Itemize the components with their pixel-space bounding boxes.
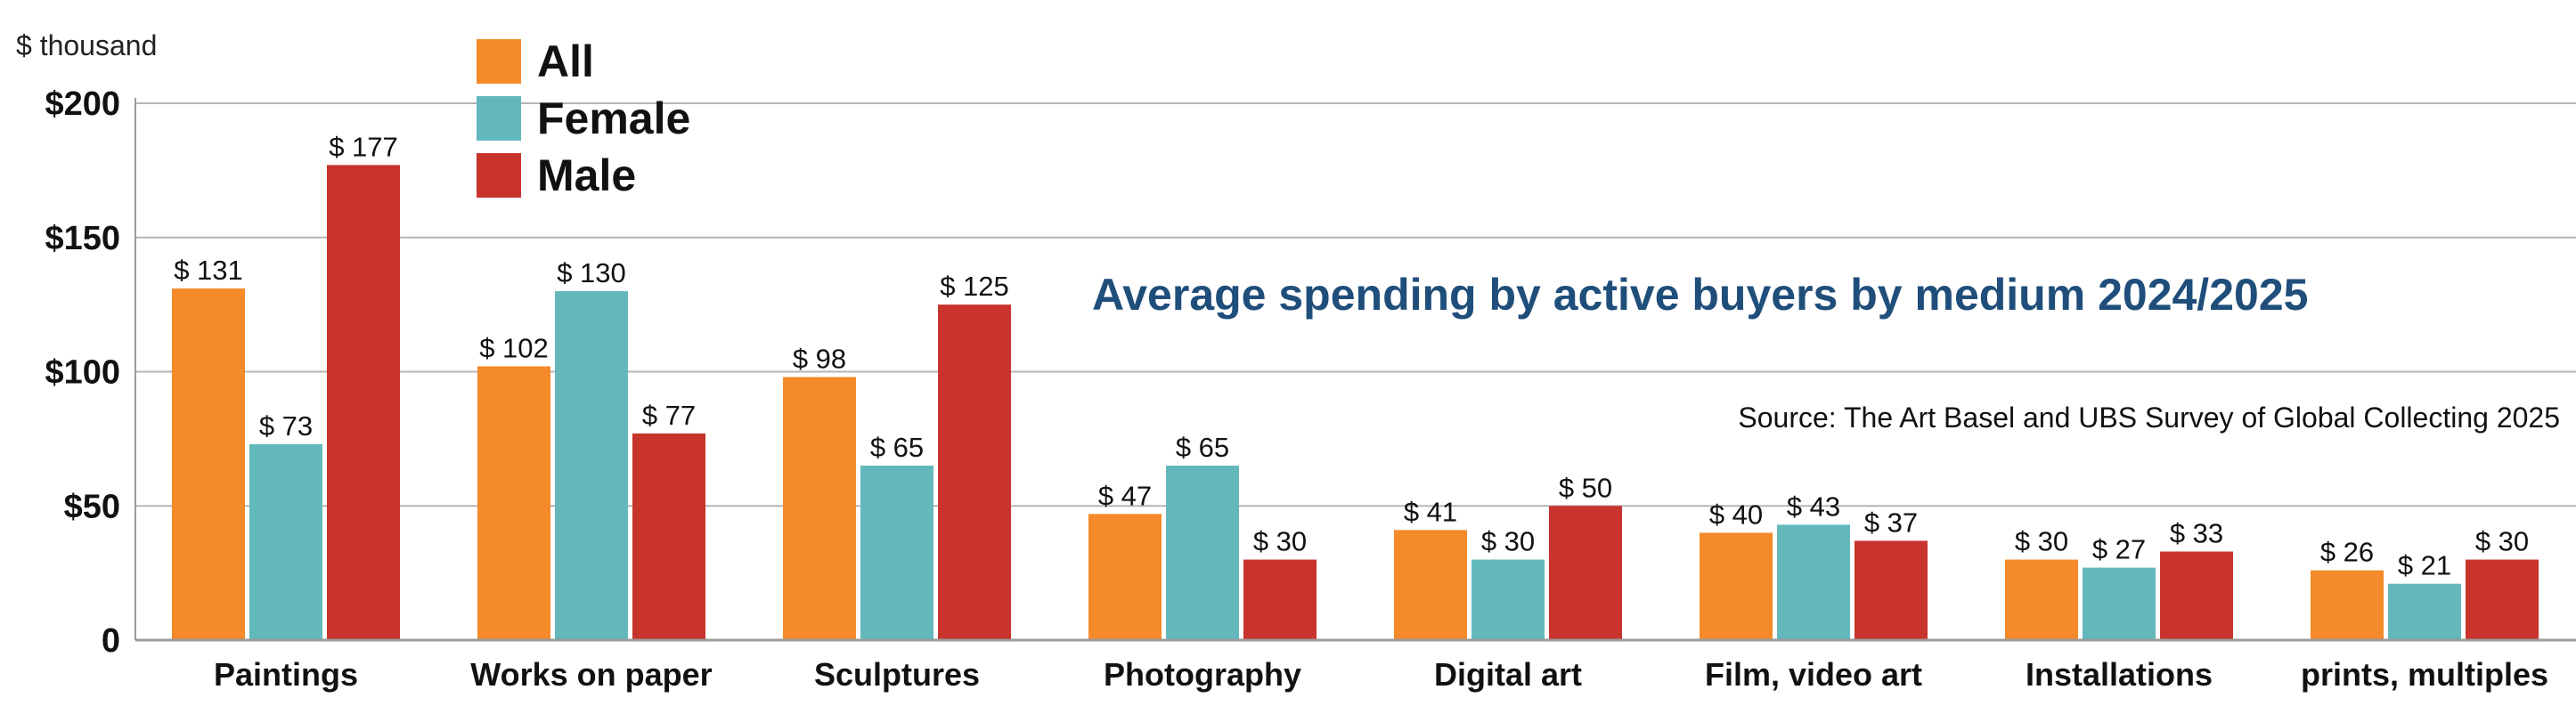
x-tick-label: Paintings (214, 656, 358, 693)
data-label: $ 30 (1481, 526, 1535, 557)
chart-source-note: Source: The Art Basel and UBS Survey of … (1738, 402, 2560, 434)
bar-all (783, 377, 856, 640)
legend: All Female Male (477, 37, 690, 200)
data-label: $ 47 (1098, 480, 1152, 511)
data-label: $ 98 (793, 344, 846, 375)
legend-label-male: Male (537, 150, 636, 200)
y-tick-label: $50 (64, 488, 120, 525)
data-label: $ 177 (329, 131, 398, 162)
legend-label-female: Female (537, 93, 690, 143)
data-label: $ 43 (1787, 491, 1840, 522)
legend-label-all: All (537, 37, 594, 86)
bar-female (860, 466, 933, 640)
data-label: $ 65 (1176, 432, 1229, 463)
data-label: $ 41 (1404, 496, 1457, 527)
y-tick-label: $100 (45, 354, 120, 392)
data-label: $ 30 (2015, 526, 2068, 557)
legend-swatch-female (477, 96, 521, 141)
data-label: $ 30 (2475, 526, 2529, 557)
x-tick-label: Installations (2026, 656, 2213, 693)
bar-male (1855, 540, 1928, 640)
bar-all (2311, 570, 2384, 640)
x-tick-label: Works on paper (470, 656, 712, 693)
data-label: $ 26 (2320, 537, 2374, 568)
x-tick-label: prints, multiples (2301, 656, 2548, 693)
y-tick-label: $200 (45, 85, 120, 123)
data-label: $ 131 (174, 255, 243, 286)
data-label: $ 37 (1864, 507, 1918, 538)
x-tick-label: Digital art (1434, 656, 1582, 693)
x-tick-label: Sculptures (814, 656, 980, 693)
bar-all (1700, 532, 1773, 640)
bar-male (632, 433, 705, 640)
bar-all (1088, 514, 1162, 640)
bar-all (477, 366, 550, 640)
data-label: $ 125 (940, 271, 1009, 302)
data-label: $ 130 (557, 257, 626, 288)
bar-female (249, 443, 322, 640)
bar-male (1549, 506, 1622, 640)
bar-female (555, 291, 628, 640)
y-tick-label: 0 (102, 622, 120, 660)
data-label: $ 21 (2398, 550, 2451, 581)
bar-male (2160, 551, 2233, 640)
data-label: $ 33 (2170, 518, 2223, 549)
legend-swatch-male (477, 153, 521, 198)
bar-all (2005, 559, 2078, 640)
bars-layer (172, 165, 2539, 641)
bar-male (1243, 559, 1317, 640)
data-label: $ 30 (1253, 526, 1307, 557)
bar-female (2388, 583, 2461, 640)
data-label: $ 102 (479, 332, 549, 363)
data-label: $ 73 (259, 410, 313, 442)
data-label: $ 77 (642, 400, 696, 431)
data-label: $ 65 (870, 432, 924, 463)
bar-female (1471, 559, 1545, 640)
bar-female (1166, 466, 1239, 640)
data-labels-layer: 0 $50 $100 $150 $200 $ 131 $ 73 $ 177 Paintings $… (45, 85, 2548, 693)
bar-male (327, 165, 400, 641)
y-axis-unit-label: $ thousand (16, 29, 157, 61)
bar-male (938, 304, 1011, 640)
bar-all (1394, 530, 1467, 640)
x-tick-label: Photography (1104, 656, 1301, 693)
axis-layer (135, 98, 2576, 642)
bar-female (1777, 524, 1850, 640)
x-tick-label: Film, video art (1705, 656, 1922, 693)
chart-title: Average spending by active buyers by med… (1092, 270, 2308, 320)
data-label: $ 27 (2092, 534, 2146, 565)
data-label: $ 40 (1709, 499, 1763, 530)
bar-female (2083, 567, 2156, 640)
y-tick-label: $150 (45, 220, 120, 257)
legend-swatch-all (477, 39, 521, 84)
data-label: $ 50 (1559, 472, 1612, 503)
bar-male (2466, 559, 2539, 640)
bar-all (172, 288, 245, 640)
